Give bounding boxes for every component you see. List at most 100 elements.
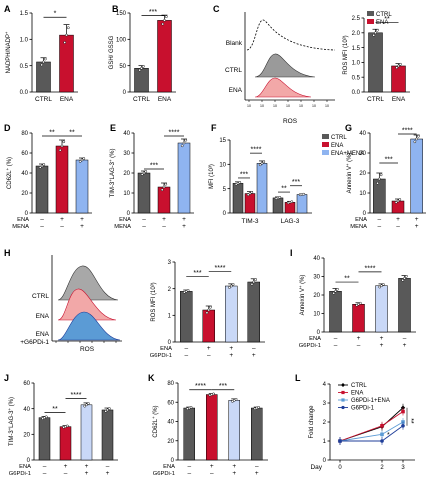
y-tick-label: 3 — [168, 260, 172, 266]
condition-mark: + — [210, 463, 214, 470]
bar — [352, 304, 365, 333]
y-tick-label: 2.0 — [352, 31, 361, 37]
legend-swatch — [367, 11, 374, 16]
axis-label-part: (%) — [7, 157, 13, 168]
data-point — [250, 282, 254, 286]
g6pdi-curve — [57, 311, 121, 341]
significance-label: ** — [281, 186, 287, 193]
data-point — [375, 28, 379, 32]
data-point — [85, 403, 88, 407]
legend-swatch — [322, 150, 329, 155]
significance-label: ** — [344, 276, 350, 283]
bar — [101, 409, 114, 461]
bar — [183, 407, 195, 461]
y-tick-label: 2 — [168, 287, 172, 293]
axis-label-part: TIM-3 — [110, 181, 116, 197]
data-point — [209, 305, 212, 309]
axis-label-part: ROS MFI (10³) — [343, 35, 349, 74]
significance-label: *** — [385, 157, 393, 164]
condition-mark: + — [232, 463, 236, 470]
condition-mark: + — [380, 335, 384, 342]
histogram-row-label: ENA — [36, 331, 50, 338]
y-tick-label: 50 — [119, 64, 126, 70]
condition-mark: + — [380, 342, 384, 349]
data-point — [212, 392, 215, 396]
y-tick-label: 1.0 — [352, 61, 361, 67]
y-tick-label: 0 — [323, 458, 327, 464]
ctrl-curve — [254, 53, 316, 78]
histogram-row-label: Blank — [226, 40, 243, 47]
axis-label-part: CD62L — [153, 418, 159, 437]
legend-label: ENA — [331, 143, 343, 149]
data-point — [160, 188, 164, 192]
x-tick-label: 10 — [325, 104, 329, 108]
y-tick-label: 40 — [359, 131, 366, 137]
condition-label-ena: ENA — [19, 464, 31, 470]
data-point — [83, 404, 87, 408]
y-tick-label: 1.5 — [352, 46, 361, 52]
data-point — [246, 193, 250, 197]
data-point — [302, 192, 306, 196]
data-point — [380, 432, 384, 437]
data-point — [162, 185, 166, 189]
y-axis-title: CD62L+ (%) — [5, 157, 14, 189]
data-point — [207, 308, 211, 312]
y-axis-title: MFI (10³) — [209, 164, 215, 189]
condition-mark: + — [85, 470, 89, 477]
y-tick-label: 20 — [123, 171, 130, 177]
data-point — [257, 406, 260, 409]
x-tick-label: ENA — [392, 96, 406, 103]
condition-mark: + — [229, 345, 233, 352]
data-point — [142, 171, 146, 175]
y-tick-label: 1 — [323, 439, 327, 445]
legend-label: G6PDi-1 — [351, 406, 375, 412]
bar — [410, 138, 423, 214]
condition-mark: – — [334, 342, 338, 349]
axis-label-part: (%) — [300, 275, 306, 286]
legend-swatch — [322, 134, 329, 139]
bar — [134, 68, 149, 93]
axis-label-part: ROS MFI (10³) — [151, 282, 157, 321]
significance-label: **** — [215, 265, 226, 272]
x-tick-label: 0 — [338, 465, 342, 471]
bar — [247, 281, 260, 343]
y-tick-label: 60 — [21, 151, 28, 157]
data-point — [398, 62, 402, 66]
condition-mark: + — [396, 216, 400, 223]
axis-label-part: + — [345, 163, 350, 166]
condition-mark: – — [142, 216, 146, 223]
y-axis-title: TIM-3+LAG-3+ (%) — [7, 397, 16, 446]
condition-mark: – — [378, 216, 382, 223]
data-point — [205, 311, 209, 315]
legend-C: CTRL ENA — [367, 11, 392, 26]
data-point — [86, 402, 90, 405]
y-tick-label: 0 — [27, 458, 31, 464]
data-point — [63, 41, 67, 44]
condition-mark: – — [40, 223, 44, 230]
bar — [232, 183, 244, 214]
condition-mark: + — [106, 470, 110, 477]
data-point — [40, 164, 44, 168]
axis-label-part: + — [108, 179, 113, 182]
condition-mark: – — [396, 223, 400, 230]
bar — [368, 32, 383, 93]
series-line — [340, 425, 404, 442]
ena-curve — [254, 77, 312, 98]
y-tick-label: 40 — [21, 171, 28, 177]
panel-label-C: C — [213, 4, 220, 14]
data-point — [380, 424, 384, 428]
data-point — [60, 144, 64, 148]
condition-mark: – — [334, 335, 338, 342]
y-tick-label: 15 — [219, 138, 226, 144]
y-tick-label: 0.0 — [352, 90, 361, 96]
data-point — [396, 199, 400, 203]
data-point — [401, 424, 405, 428]
bar — [36, 61, 51, 93]
data-point — [104, 409, 108, 413]
y-tick-label: 30 — [359, 151, 366, 157]
y-tick-label: 20 — [313, 293, 320, 299]
